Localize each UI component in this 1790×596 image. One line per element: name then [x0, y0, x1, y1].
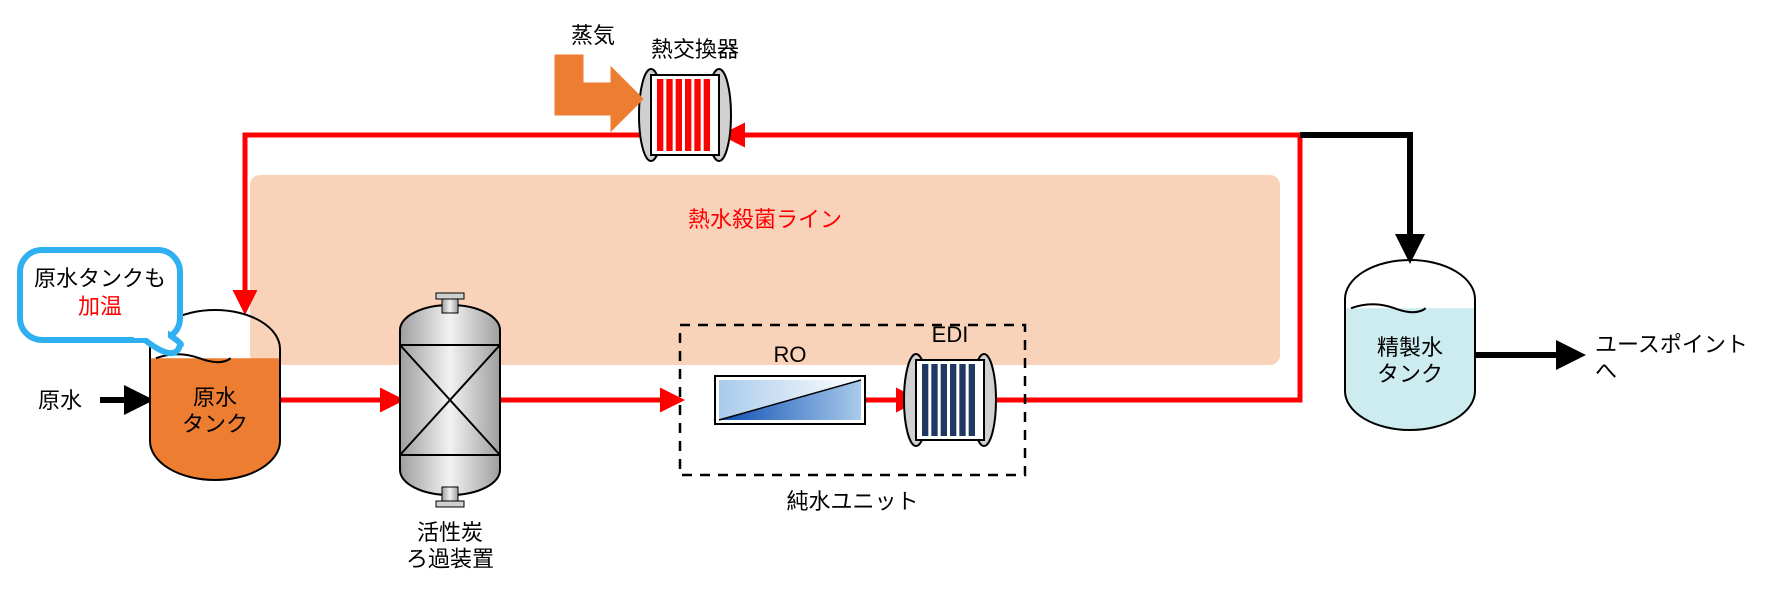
- callout-line2: 加温: [78, 294, 122, 319]
- activated-carbon-filter: [400, 293, 500, 507]
- purified-water-tank: 精製水タンク: [1345, 260, 1475, 430]
- steam-label: 蒸気: [571, 23, 615, 48]
- heat-exchanger-label: 熱交換器: [651, 37, 739, 62]
- steam-arrow-icon: [555, 55, 643, 131]
- heat-exchanger: [639, 69, 731, 161]
- raw-water-tank-label: タンク: [182, 411, 248, 436]
- purified-water-tank-label: タンク: [1377, 361, 1443, 386]
- raw-water-tank-label: 原水: [193, 385, 237, 410]
- use-point-label: へ: [1595, 358, 1617, 383]
- use-point-label: ユースポイント: [1595, 332, 1748, 357]
- activated-carbon-filter-label: ろ過装置: [406, 546, 494, 571]
- pure-water-unit-label: 純水ユニット: [786, 489, 918, 514]
- ro-unit: [715, 376, 865, 424]
- edi-label: EDI: [932, 322, 969, 347]
- flow-black-1: [1300, 135, 1410, 258]
- ro-label: RO: [774, 342, 807, 367]
- purified-water-tank-label: 精製水: [1377, 335, 1443, 360]
- activated-carbon-filter-label: 活性炭: [417, 520, 483, 545]
- raw-water-label: 原水: [38, 388, 82, 413]
- zone-label: 熱水殺菌ライン: [688, 207, 842, 232]
- callout-line1: 原水タンクも: [34, 266, 166, 291]
- callout-raw-tank-heated: 原水タンクも加温: [20, 250, 181, 353]
- edi-unit: [904, 354, 996, 446]
